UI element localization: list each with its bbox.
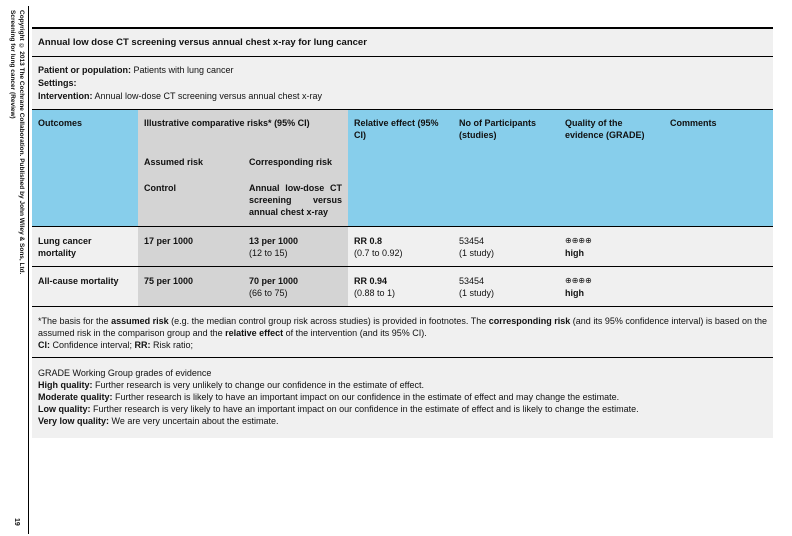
header-illustrative-risks: Illustrative comparative risks* (95% CI) — [138, 110, 348, 149]
row2-participants: 53454 (1 study) — [459, 276, 495, 298]
row1-assumed-risk: 17 per 1000 — [144, 236, 194, 246]
table-top-rule — [32, 27, 773, 29]
meta-intervention: Intervention: Annual low-dose CT screeni… — [38, 91, 322, 101]
header-divider — [32, 226, 773, 227]
running-title: Screening for lung cancer (Review) — [9, 10, 16, 119]
row2-outcome: All-cause mortality — [38, 276, 119, 286]
page-sidebar: Screening for lung cancer (Review) Copyr… — [0, 0, 30, 536]
header-outcomes: Outcomes — [32, 110, 138, 227]
meta-settings: Settings: — [38, 78, 77, 88]
row1-participants: 53454 (1 study) — [459, 236, 495, 258]
header-control: Control — [138, 175, 243, 227]
header-relative-effect: Relative effect (95% CI) — [348, 110, 453, 227]
row2-quality: ⊕⊕⊕⊕ high — [559, 268, 664, 306]
header-quality: Quality of the evidence (GRADE) — [559, 110, 664, 227]
row-divider — [32, 266, 773, 267]
header-intervention-column: Annual low-dose CT screening versus annu… — [243, 175, 348, 227]
table-title: Annual low dose CT screening versus annu… — [32, 29, 773, 57]
table-meta: Patient or population: Patients with lun… — [32, 57, 773, 110]
grade-low: Low quality: Further research is very li… — [38, 404, 639, 414]
row1-quality: ⊕⊕⊕⊕ high — [559, 228, 664, 266]
row2-assumed-risk: 75 per 1000 — [144, 276, 194, 286]
header-participants: No of Participants (studies) — [453, 110, 559, 227]
row2-comments — [664, 268, 773, 282]
grade-heading: GRADE Working Group grades of evidence — [38, 368, 212, 378]
summary-of-findings-table: Annual low dose CT screening versus annu… — [32, 27, 773, 438]
grade-very-low: Very low quality: We are very uncertain … — [38, 416, 279, 426]
row2-relative-effect: RR 0.94 (0.88 to 1) — [354, 276, 396, 298]
row1-relative-effect: RR 0.8 (0.7 to 0.92) — [354, 236, 403, 258]
row1-outcome: Lung cancer mortality — [38, 236, 92, 258]
abbreviations: CI: Confidence interval; RR: Risk ratio; — [38, 340, 194, 350]
findings-grid: Outcomes Illustrative comparative risks*… — [32, 110, 773, 307]
header-assumed-risk: Assumed risk — [138, 149, 243, 175]
grade-high: High quality: Further research is very u… — [38, 380, 425, 390]
header-corresponding-risk: Corresponding risk — [243, 149, 348, 175]
row1-corresponding-risk: 13 per 1000 (12 to 15) — [249, 236, 299, 258]
header-comments: Comments — [664, 110, 773, 227]
grade-symbols-icon: ⊕⊕⊕⊕ — [565, 276, 592, 285]
row2-corresponding-risk: 70 per 1000 (66 to 75) — [249, 276, 299, 298]
copyright-line: Copyright © 2013 The Cochrane Collaborat… — [18, 10, 25, 275]
sidebar-rule — [28, 6, 29, 534]
footnote-text: *The basis for the assumed risk (e.g. th… — [38, 316, 767, 338]
page-number: 19 — [13, 518, 20, 526]
grade-legend: GRADE Working Group grades of evidence H… — [32, 358, 773, 438]
table-footnote: *The basis for the assumed risk (e.g. th… — [32, 307, 773, 358]
meta-population: Patient or population: Patients with lun… — [38, 65, 234, 75]
row1-comments — [664, 228, 773, 242]
grade-moderate: Moderate quality: Further research is li… — [38, 392, 620, 402]
grade-symbols-icon: ⊕⊕⊕⊕ — [565, 236, 592, 245]
